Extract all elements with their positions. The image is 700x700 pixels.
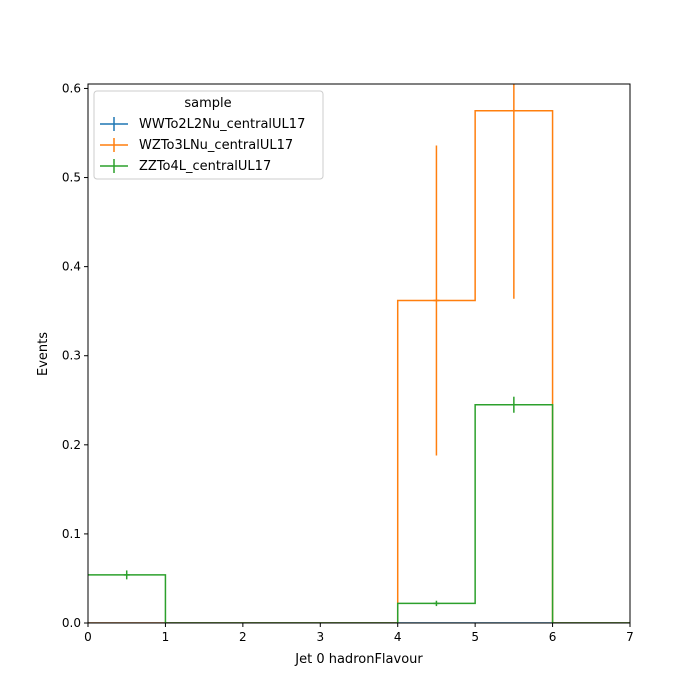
legend-entry: ZZTo4L_centralUL17 bbox=[100, 159, 271, 174]
x-tick-label: 7 bbox=[626, 630, 634, 644]
y-tick-label: 0.2 bbox=[62, 438, 81, 452]
step-line bbox=[88, 403, 630, 623]
step-line bbox=[88, 109, 630, 623]
x-tick-label: 2 bbox=[239, 630, 247, 644]
x-tick-label: 4 bbox=[394, 630, 402, 644]
legend-entry: WZTo3LNu_centralUL17 bbox=[100, 138, 293, 153]
y-axis-label: Events bbox=[36, 332, 51, 376]
legend-label: ZZTo4L_centralUL17 bbox=[139, 159, 271, 174]
legend: sample WWTo2L2Nu_centralUL17 WZTo3LNu_cen… bbox=[93, 90, 324, 180]
x-axis-label: Jet 0 hadronFlavour bbox=[294, 652, 423, 667]
tick-labels: 0 1 2 3 4 5 6 7 0.0 0.1 0.2 0.3 0.4 0.5 0.6 bbox=[62, 81, 634, 644]
x-tick-label: 5 bbox=[471, 630, 479, 644]
legend-label: WZTo3LNu_centralUL17 bbox=[139, 138, 293, 153]
legend-entry: WWTo2L2Nu_centralUL17 bbox=[100, 117, 305, 132]
series-ZZTo4L_centralUL17 bbox=[88, 396, 630, 623]
series-layer bbox=[88, 84, 630, 623]
y-tick-label: 0.6 bbox=[62, 81, 81, 95]
x-tick-label: 0 bbox=[84, 630, 92, 644]
legend-title: sample bbox=[184, 96, 231, 111]
tick-marks bbox=[84, 87, 631, 627]
series-WZTo3LNu_centralUL17 bbox=[88, 84, 630, 623]
x-tick-label: 3 bbox=[316, 630, 324, 644]
legend-box bbox=[93, 90, 324, 180]
y-tick-label: 0.5 bbox=[62, 171, 81, 185]
y-tick-label: 0.4 bbox=[62, 260, 81, 274]
legend-label: WWTo2L2Nu_centralUL17 bbox=[139, 117, 305, 132]
plot-frame bbox=[87, 83, 631, 624]
x-tick-label: 1 bbox=[162, 630, 170, 644]
y-tick-label: 0.0 bbox=[62, 616, 81, 630]
x-tick-label: 6 bbox=[549, 630, 557, 644]
y-tick-label: 0.1 bbox=[62, 527, 81, 541]
y-tick-label: 0.3 bbox=[62, 349, 81, 363]
